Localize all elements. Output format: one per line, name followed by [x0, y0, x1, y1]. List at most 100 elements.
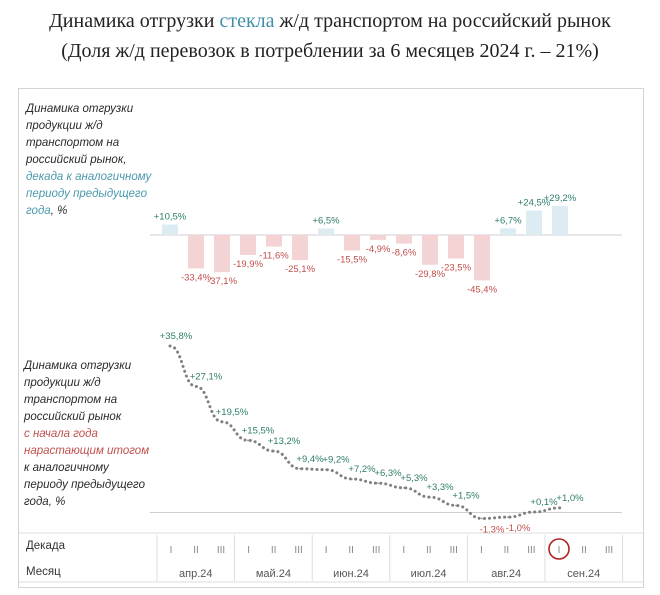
- decade-tick-2-3: III: [294, 545, 302, 556]
- bar-4: [240, 235, 256, 255]
- line-label-13: -1,3%: [480, 525, 505, 536]
- line-point-4: [247, 439, 249, 442]
- decade-tick-6-3: III: [605, 545, 613, 556]
- line-label-6: +9,4%: [296, 454, 324, 465]
- current-decade-highlight: [548, 538, 570, 560]
- line-label-15: +0,1%: [530, 497, 558, 508]
- bar-1: [162, 224, 178, 235]
- bar-label-4: -19,9%: [233, 259, 264, 270]
- bar-label-15: +24,5%: [518, 198, 551, 209]
- title-line-2: (Доля ж/д перевозок в потреблении за 6 м…: [61, 40, 599, 62]
- bar-label-10: -8,6%: [392, 248, 417, 259]
- top-desc-highlight: декада к аналогичному периоду предыдущег…: [26, 171, 152, 217]
- decade-tick-3-3: III: [372, 545, 380, 556]
- line-point-9: [377, 482, 379, 484]
- decade-tick-3-1: I: [325, 545, 328, 556]
- line-label-8: +7,2%: [348, 464, 376, 475]
- bottom-desc-part1: Динамика отгрузки продукции ж/д транспор…: [24, 360, 132, 423]
- bar-6: [292, 235, 308, 261]
- month-label-5: авг.24: [491, 568, 521, 580]
- decade-tick-1-2: II: [193, 545, 199, 556]
- line-point-13: [481, 517, 483, 520]
- line-label-16: +1,0%: [556, 493, 584, 504]
- bar-label-12: -23,5%: [441, 263, 472, 274]
- bar-label-11: -29,8%: [415, 269, 446, 280]
- bar-label-14: +6,7%: [494, 215, 522, 226]
- decade-tick-6-1: I: [558, 545, 561, 556]
- line-label-11: +3,3%: [426, 482, 454, 493]
- top-chart-description: Динамика отгрузки продукции ж/д транспор…: [26, 101, 151, 220]
- bar-12: [448, 235, 464, 259]
- decade-tick-3-2: II: [348, 545, 354, 556]
- line-label-10: +5,3%: [400, 473, 428, 484]
- line-point-3: [221, 420, 223, 423]
- line-point-10: [403, 487, 405, 489]
- decade-tick-6-2: II: [581, 545, 587, 556]
- bar-10: [396, 235, 412, 244]
- line-label-5: +13,2%: [268, 436, 301, 447]
- bar-11: [422, 235, 438, 265]
- bar-9: [370, 235, 386, 240]
- line-point-11: [429, 496, 431, 498]
- month-label-6: сен.24: [567, 568, 600, 580]
- line-point-14: [507, 516, 509, 518]
- line-label-7: +9,2%: [322, 455, 350, 466]
- top-desc-part1: Динамика отгрузки продукции ж/д транспор…: [26, 103, 134, 166]
- line-label-1: +35,8%: [160, 331, 193, 342]
- line-label-2: +27,1%: [190, 371, 223, 382]
- bar-7: [318, 228, 334, 235]
- bottom-desc-highlight: с начала года нарастающим итогом: [24, 428, 150, 457]
- month-label-4: июл.24: [411, 568, 447, 580]
- decade-tick-4-1: I: [402, 545, 405, 556]
- month-label-2: май.24: [256, 568, 291, 580]
- line-label-4: +15,5%: [242, 425, 275, 436]
- bottom-chart-description: Динамика отгрузки продукции ж/д транспор…: [24, 358, 149, 511]
- bar-label-7: +6,5%: [312, 216, 340, 227]
- bar-2: [188, 235, 204, 269]
- line-label-3: +19,5%: [216, 407, 249, 418]
- decade-tick-1-3: III: [217, 545, 225, 556]
- decade-tick-5-2: II: [504, 545, 510, 556]
- line-point-7: [325, 468, 327, 471]
- month-row-label: Месяц: [26, 566, 61, 578]
- line-point-8: [351, 478, 353, 480]
- bar-label-6: -25,1%: [285, 264, 316, 275]
- bar-13: [474, 235, 490, 281]
- bar-label-16: +29,2%: [544, 193, 577, 204]
- bar-label-9: -4,9%: [366, 244, 391, 255]
- decade-tick-4-3: III: [450, 545, 458, 556]
- month-label-1: апр.24: [179, 568, 212, 580]
- title-line-1: Динамика отгрузки стекла ж/д транспортом…: [49, 10, 611, 32]
- bar-16: [552, 205, 568, 235]
- bar-5: [266, 235, 282, 247]
- line-point-1: [169, 345, 171, 347]
- bar-8: [344, 235, 360, 251]
- bar-14: [500, 228, 516, 235]
- bar-3: [214, 235, 230, 273]
- line-point-12: [455, 504, 457, 507]
- line-point-16: [559, 507, 561, 509]
- line-label-9: +6,3%: [374, 468, 402, 479]
- line-label-14: -1,0%: [506, 523, 531, 534]
- top-desc-part3: , %: [50, 205, 68, 217]
- title-accent: стекла: [219, 10, 275, 32]
- month-label-3: июн.24: [333, 568, 369, 580]
- bar-label-8: -15,5%: [337, 255, 368, 266]
- bottom-desc-part3: к аналогичному периоду предыдущего года,…: [24, 462, 145, 508]
- decade-tick-2-2: II: [271, 545, 277, 556]
- line-point-2: [195, 385, 197, 388]
- chart-frame: [18, 88, 644, 588]
- bar-label-3: -37,1%: [207, 276, 238, 287]
- line-point-6: [299, 467, 301, 470]
- cumulative-line: [168, 344, 562, 521]
- bar-label-13: -45,4%: [467, 284, 498, 295]
- chart-title: Динамика отгрузки стекла ж/д транспортом…: [0, 6, 660, 66]
- bar-label-1: +10,5%: [154, 212, 187, 223]
- bar-15: [526, 210, 542, 235]
- decade-tick-4-2: II: [426, 545, 432, 556]
- decade-tick-5-3: III: [527, 545, 535, 556]
- decade-tick-1-1: I: [170, 545, 173, 556]
- bar-label-5: -11,6%: [259, 251, 289, 262]
- bar-label-2: -33,4%: [181, 272, 212, 283]
